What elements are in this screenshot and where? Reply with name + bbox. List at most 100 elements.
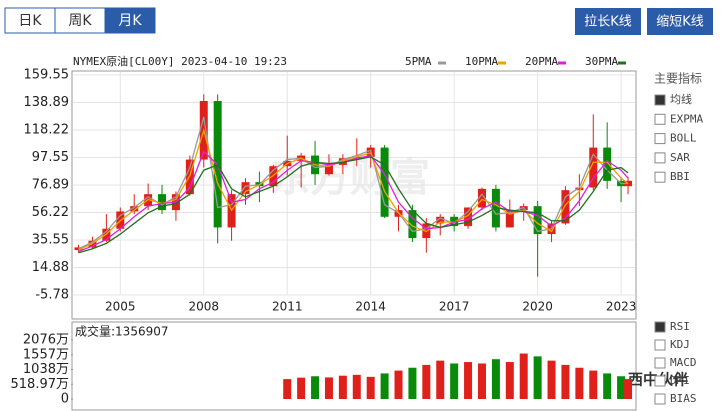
x-tick-label: 2023 [606,300,637,314]
button-label[interactable]: 拉长K线 [584,15,632,30]
indicator-label[interactable]: RSI [670,320,690,333]
legend-label: 5PMA [405,55,432,68]
volume-bar [505,362,514,399]
checkbox[interactable] [654,357,666,369]
candle-body [575,187,584,191]
tab-label[interactable]: 日K [18,13,42,29]
y-tick-label: 138.89 [24,95,70,110]
volume-bar [617,376,626,399]
x-tick-label: 2008 [188,300,219,314]
candle-body [185,159,194,195]
volume-bar [311,376,320,399]
indicator-label[interactable]: SAR [670,151,690,164]
indicator-label[interactable]: BOLL [670,132,697,145]
checkbox[interactable] [654,171,666,183]
volume-bar [464,362,473,399]
x-tick-label: 2005 [105,300,136,314]
checkbox[interactable] [654,133,666,145]
checkbox[interactable] [654,393,666,405]
volume-frame [71,321,637,411]
legend-label: 10PMA [465,55,498,68]
volume-bar [547,360,556,399]
tab[interactable] [4,7,56,34]
volume-bar [575,367,584,399]
checkbox[interactable] [654,339,666,351]
indicator-label[interactable]: BIAS [670,392,697,405]
y-tick-label: 0 [61,392,69,407]
indicator-label[interactable]: BBI [670,170,690,183]
volume-bar [561,364,570,399]
tab-label[interactable]: 月K [118,13,142,29]
indicator-title: 主要指标 [654,71,702,86]
y-tick-label: 2076万 [23,333,69,348]
volume-bar [519,353,528,399]
checkbox[interactable] [654,152,666,164]
button[interactable] [575,8,641,35]
y-tick-label: 1557万 [23,347,69,362]
candle-body [130,206,139,212]
ma-line [78,127,629,251]
volume-bar [297,377,306,399]
volume-bar [394,370,403,399]
checkbox[interactable] [654,321,666,333]
watermark: 东方财富 [270,155,430,201]
volume-title: 成交量:1356907 [75,324,169,339]
y-tick-label: 56.22 [32,205,69,220]
ma-line [78,150,629,252]
candle-body [477,188,486,208]
y-tick-label: 159.55 [24,68,70,83]
volume-bar [408,367,417,399]
checkbox[interactable] [654,94,666,106]
legend-label: 20PMA [525,55,558,68]
volume-bar [338,375,347,399]
tab[interactable] [104,7,156,34]
legend-label: 30PMA [585,55,618,68]
volume-bar [380,373,389,399]
candle-body [464,207,473,227]
x-tick-label: 2014 [355,300,386,314]
volume-bar [324,377,333,399]
y-tick-label: 1038万 [23,362,69,377]
indicator-label[interactable]: KDJ [670,338,690,351]
indicator-label[interactable]: 均线 [670,92,692,106]
x-tick-label: 2020 [522,300,553,314]
volume-bar [352,374,361,399]
volume-bar [366,376,375,399]
volume-bar [603,373,612,399]
checkbox[interactable] [654,375,666,387]
volume-bar [589,370,598,399]
ma-line [78,116,629,250]
candle-body [561,190,570,224]
y-tick-label: 14.88 [32,260,69,275]
y-tick-label: -5.78 [35,288,69,303]
y-tick-label: 97.55 [32,150,69,165]
main-frame [71,70,637,320]
volume-bar [533,356,542,399]
indicator-label[interactable]: MACD [670,356,697,369]
indicator-label[interactable]: DMI [670,374,690,387]
candle-body [436,216,445,224]
candle-body [380,147,389,217]
button[interactable] [647,8,713,35]
volume-bar [491,359,500,399]
volume-bar [624,379,633,399]
tab-label[interactable]: 周K [68,13,92,29]
indicator-label[interactable]: EXPMA [670,112,703,125]
candle-body [589,147,598,188]
tab[interactable] [54,7,106,34]
ma-line [78,156,629,254]
candle-body [603,147,612,181]
y-tick-label: 518.97万 [11,377,70,392]
candle-body [408,210,417,239]
button-label[interactable]: 缩短K线 [656,14,704,30]
y-tick-label: 76.89 [32,177,69,192]
candle-body [324,164,333,175]
volume-bar [422,364,431,399]
candle-body [158,194,167,211]
y-tick-label: 35.55 [32,233,69,248]
checkbox[interactable] [654,113,666,125]
x-tick-label: 2011 [272,300,303,314]
volume-bar [436,360,445,399]
candle-body [505,210,514,228]
